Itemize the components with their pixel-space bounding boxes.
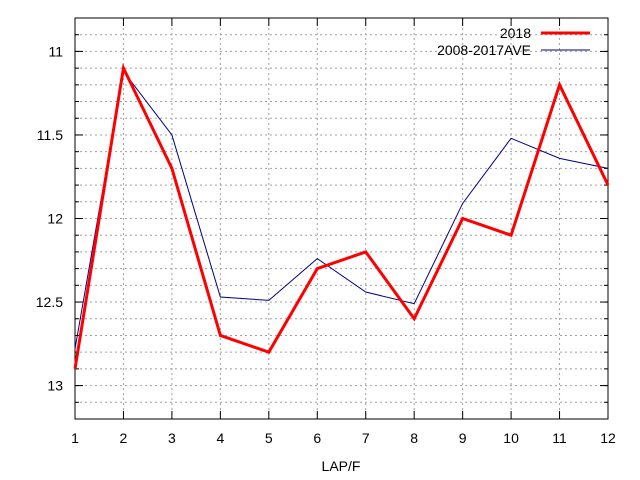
x-tick-label: 12 <box>600 430 616 446</box>
y-axis: 11 11.5 12 12.5 13 <box>36 43 608 394</box>
x-tick-label: 5 <box>265 430 273 446</box>
grid-lines <box>74 18 609 419</box>
x-tick-label: 9 <box>459 430 467 446</box>
x-tick-label: 1 <box>71 430 79 446</box>
legend-label: 2008-2017AVE <box>437 42 531 58</box>
y-tick-label: 13 <box>47 378 63 394</box>
x-tick-label: 8 <box>410 430 418 446</box>
x-tick-label: 4 <box>216 430 224 446</box>
x-tick-label: 11 <box>552 430 567 446</box>
x-axis-title: LAP/F <box>322 458 361 474</box>
y-tick-label: 11 <box>48 43 63 59</box>
series-layer <box>73 63 610 370</box>
series-line-2008-2017ave <box>74 70 609 349</box>
x-tick-label: 10 <box>503 430 519 446</box>
x-tick-label: 7 <box>362 430 370 446</box>
x-tick-label: 3 <box>168 430 176 446</box>
y-tick-label: 11.5 <box>37 127 63 143</box>
series-line-2018 <box>73 63 610 370</box>
y-tick-label: 12.5 <box>36 294 63 310</box>
x-tick-label: 2 <box>120 430 128 446</box>
legend-label: 2018 <box>500 25 531 41</box>
y-tick-label: 12 <box>47 211 63 227</box>
x-axis: 1 2 3 4 5 6 7 8 9 10 11 12 <box>71 18 616 446</box>
x-tick-label: 6 <box>313 430 321 446</box>
